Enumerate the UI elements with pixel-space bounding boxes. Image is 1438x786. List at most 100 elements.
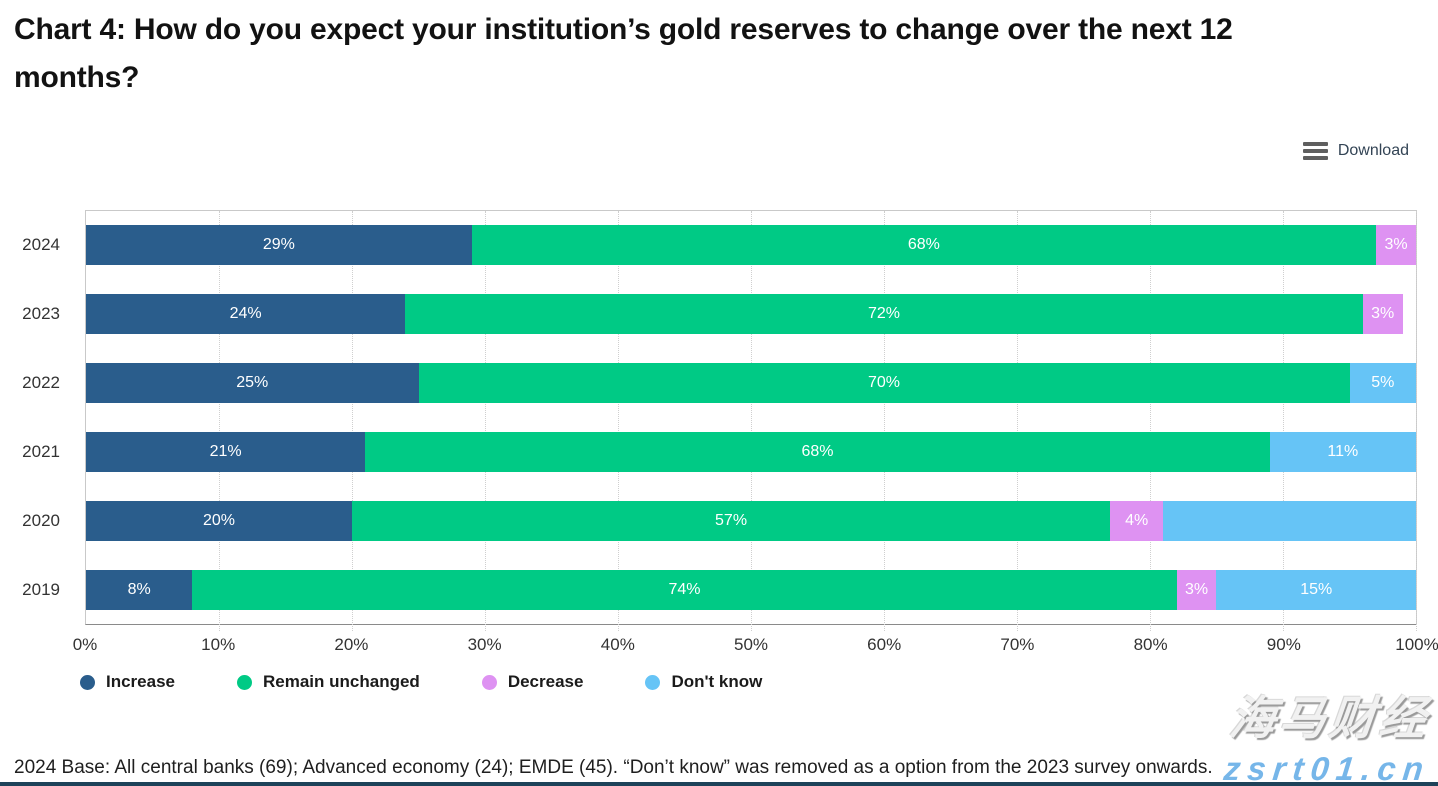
x-tick-label: 30%: [467, 635, 502, 654]
bar-value-label: 68%: [907, 236, 940, 254]
bar-value-label: 20%: [202, 511, 236, 529]
bar-track-2021: 21% 68% 11%: [86, 431, 1416, 472]
legend-label: Remain unchanged: [263, 672, 420, 691]
legend-label: Don't know: [671, 672, 763, 691]
download-label: Download: [1337, 142, 1409, 159]
bar-value-label: 11%: [1327, 442, 1359, 460]
bar-value-label: 29%: [262, 236, 295, 254]
bar-segment-decrease-2024[interactable]: 3%: [1376, 225, 1416, 266]
gridline: [884, 211, 885, 631]
bar-segment-decrease-2020[interactable]: 4%: [1110, 500, 1164, 541]
watermark-brand: 海马财经: [1226, 692, 1433, 744]
y-tick-label: 2021: [22, 442, 60, 462]
bar-track-2020: 20% 57% 4%: [86, 500, 1416, 541]
bar-track-2022: 25% 70% 5%: [86, 363, 1416, 404]
x-tick-label: 0%: [72, 635, 98, 654]
y-tick-label: 2020: [22, 511, 60, 531]
bar-segment-remain-unchanged-2023[interactable]: 72%: [405, 294, 1363, 335]
hamburger-menu-icon: [1302, 142, 1328, 160]
bar-segment-increase-2023[interactable]: 24%: [86, 294, 406, 335]
bar-value-label: 74%: [668, 580, 701, 598]
y-axis: 2024 2023 2022 2021 2020 2019: [0, 210, 85, 625]
bar-segment-decrease-2019[interactable]: 3%: [1176, 569, 1217, 610]
x-tick-label: 60%: [867, 635, 902, 654]
bar-value-label: 3%: [1384, 236, 1408, 254]
bar-segment-increase-2022[interactable]: 25%: [86, 363, 419, 404]
bar-value-label: 68%: [801, 442, 834, 460]
gridline: [352, 211, 353, 631]
bar-segment-increase-2019[interactable]: 8%: [86, 569, 193, 610]
x-tick-label: 70%: [1000, 635, 1035, 654]
gridline: [751, 211, 752, 631]
bar-segment-decrease-2023[interactable]: 3%: [1362, 294, 1403, 335]
bar-track-2023: 24% 72% 3%: [86, 294, 1416, 335]
gridline: [1017, 211, 1018, 631]
bar-value-label: 5%: [1371, 374, 1395, 392]
x-tick-label: 80%: [1133, 635, 1168, 654]
bar-segment-remain-unchanged-2019[interactable]: 74%: [192, 569, 1177, 610]
x-tick-label: 20%: [334, 635, 369, 654]
legend-dot-icon: [481, 674, 497, 690]
bar-value-label: 57%: [715, 511, 748, 529]
bar-value-label: 24%: [229, 305, 262, 323]
chart-row-2021: 21% 68% 11%: [86, 417, 1416, 486]
bar-segment-don-t-know-2020[interactable]: [1163, 500, 1416, 541]
y-tick-label: 2019: [22, 580, 60, 600]
x-tick-label: 100%: [1395, 635, 1438, 654]
bottom-divider: [0, 782, 1438, 786]
legend-item-don-t-know[interactable]: Don't know: [645, 672, 762, 692]
legend-item-remain-unchanged[interactable]: Remain unchanged: [237, 672, 420, 692]
x-tick-label: 40%: [600, 635, 635, 654]
gridline: [1150, 211, 1151, 631]
chart-row-2020: 20% 57% 4%: [86, 486, 1416, 555]
stacked-bar-chart: 2024 2023 2022 2021 2020 2019 29% 68% 3% 24% 72% 3…: [0, 210, 1438, 659]
x-tick-label: 90%: [1266, 635, 1301, 654]
x-tick-label: 10%: [201, 635, 236, 654]
bar-segment-increase-2020[interactable]: 20%: [86, 500, 352, 541]
bar-segment-increase-2021[interactable]: 21%: [86, 431, 366, 472]
bar-value-label: 21%: [209, 442, 242, 460]
gridline: [219, 211, 220, 631]
legend-dot-icon: [237, 674, 252, 690]
bar-segment-don-t-know-2022[interactable]: 5%: [1349, 363, 1416, 404]
footer-note: 2024 Base: All central banks (69); Advan…: [14, 757, 1213, 778]
y-tick-label: 2024: [22, 234, 60, 254]
gridline: [485, 211, 486, 631]
chart-row-2022: 25% 70% 5%: [86, 349, 1416, 418]
bar-segment-don-t-know-2021[interactable]: 11%: [1269, 431, 1416, 472]
y-tick-label: 2023: [22, 303, 60, 323]
download-button[interactable]: Download: [1302, 142, 1409, 160]
bar-segment-increase-2024[interactable]: 29%: [86, 225, 472, 266]
bar-value-label: 4%: [1125, 511, 1149, 529]
page-title: Chart 4: How do you expect your institut…: [14, 13, 1233, 94]
chart-row-2023: 24% 72% 3%: [86, 280, 1416, 349]
gridline: [1416, 211, 1417, 631]
watermark: 海马财经 zsrt01.cn: [1222, 682, 1432, 786]
legend-item-decrease[interactable]: Decrease: [481, 672, 584, 692]
gridline: [618, 211, 619, 631]
bar-value-label: 70%: [867, 374, 901, 392]
bar-value-label: 8%: [127, 580, 151, 598]
bar-value-label: 15%: [1300, 580, 1333, 598]
legend-label: Decrease: [507, 672, 584, 691]
legend-dot-icon: [645, 674, 661, 690]
x-tick-label: 50%: [733, 635, 769, 654]
bar-value-label: 72%: [867, 305, 900, 323]
bar-segment-don-t-know-2019[interactable]: 15%: [1216, 569, 1416, 610]
bar-value-label: 3%: [1184, 580, 1209, 598]
bar-track-2024: 29% 68% 3%: [86, 225, 1416, 266]
bar-segment-remain-unchanged-2022[interactable]: 70%: [418, 363, 1350, 404]
bar-rows: 29% 68% 3% 24% 72% 3% 25% 70% 5% 21% 68% 11% 20% 57% 4…: [86, 211, 1416, 624]
bar-segment-remain-unchanged-2021[interactable]: 68%: [365, 431, 1270, 472]
bar-segment-remain-unchanged-2024[interactable]: 68%: [471, 225, 1377, 266]
bar-track-2019: 8% 74% 3% 15%: [86, 569, 1416, 610]
legend-item-increase[interactable]: Increase: [80, 672, 175, 692]
bar-segment-remain-unchanged-2020[interactable]: 57%: [352, 500, 1111, 541]
y-tick-label: 2022: [22, 372, 60, 392]
legend-label: Increase: [106, 672, 175, 691]
watermark-url: zsrt01.cn: [1222, 750, 1432, 786]
legend-dot-icon: [80, 674, 95, 690]
chart-row-2019: 8% 74% 3% 15%: [86, 555, 1416, 624]
plot-area: 29% 68% 3% 24% 72% 3% 25% 70% 5% 21% 68% 11% 20% 57% 4…: [85, 210, 1417, 631]
